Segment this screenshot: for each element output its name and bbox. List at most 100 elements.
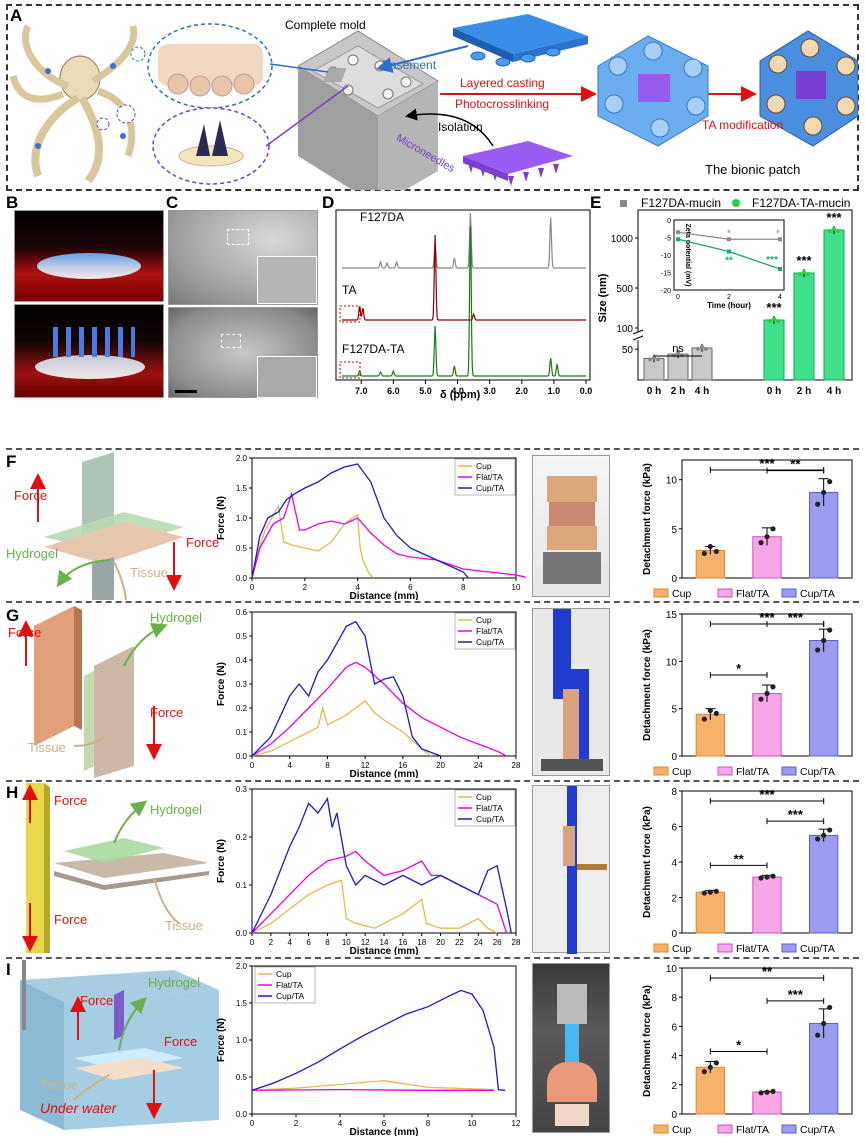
x-tick-label: 4 xyxy=(338,1119,343,1128)
legend-label: Cup xyxy=(672,1124,691,1136)
x-tick-label: 0 h xyxy=(767,386,781,397)
x-tick-label: 2 xyxy=(294,1119,299,1128)
label-tissue-g: Tissue xyxy=(28,740,66,755)
inset-sig-green: ** xyxy=(725,256,733,267)
y-tick-label: 2.0 xyxy=(236,962,248,971)
y-tick-label: 500 xyxy=(616,284,633,295)
photo-f-tensile-test xyxy=(532,455,610,597)
bar-size xyxy=(823,229,845,381)
data-point xyxy=(713,888,719,894)
label-force-right-g: Force xyxy=(150,705,184,720)
x-tick-label: 24 xyxy=(474,761,483,770)
y-axis-label: Force (N) xyxy=(216,1018,227,1062)
bionic-patch-illustration xyxy=(759,30,858,147)
x-tick-label: 28 xyxy=(512,938,521,947)
data-point xyxy=(815,647,821,653)
y-tick-label: 4 xyxy=(671,1052,677,1063)
y-tick-label: 0.2 xyxy=(236,833,248,842)
legend-label: Cup xyxy=(276,969,292,979)
legend-label: Cup xyxy=(476,461,492,471)
panel-a-frame xyxy=(6,4,859,191)
bar-cup xyxy=(695,891,726,934)
axis-break-mark xyxy=(632,329,644,335)
y-tick-label: 10 xyxy=(666,657,678,668)
bar-flat-ta xyxy=(752,1091,782,1115)
highlight-box-f127da-ta xyxy=(339,361,361,379)
label-force-up-h: Force xyxy=(54,793,88,808)
legend-label: Cup xyxy=(672,588,691,600)
x-tick-label: 12 xyxy=(361,761,370,770)
isolation-label: Isolation xyxy=(438,120,483,134)
x-axis-label: Distance (mm) xyxy=(350,946,419,955)
legend-label: Cup/TA xyxy=(800,766,835,778)
legend-swatch xyxy=(781,588,797,598)
data-point xyxy=(768,319,772,323)
x-tick-label: 12 xyxy=(361,938,370,947)
x-tick-label: 8 xyxy=(325,938,330,947)
data-point xyxy=(701,716,707,722)
panel-label-f: F xyxy=(6,452,17,471)
inset-point xyxy=(778,237,782,242)
y-axis-label: Force (N) xyxy=(216,496,227,540)
legend-e-2: F127DA-TA-mucin xyxy=(732,196,850,210)
bar-cup xyxy=(695,713,726,757)
series-line-cup xyxy=(251,1080,495,1091)
x-tick-label: 16 xyxy=(398,761,407,770)
series-line-cup-ta xyxy=(251,620,441,757)
label-force-up-f-text: Force xyxy=(14,488,48,503)
bar-cup-ta xyxy=(809,834,839,934)
x-tick-label: 8 xyxy=(426,1119,431,1128)
x-tick-label: 22 xyxy=(455,938,464,947)
legend-label: Flat/TA xyxy=(736,588,769,600)
inset-point xyxy=(778,267,782,271)
inset-y-tick-label: -5 xyxy=(665,236,671,243)
data-point xyxy=(827,627,833,633)
significance-label: *** xyxy=(788,807,804,822)
bar-cup-ta xyxy=(809,491,839,579)
legend-label: Flat/TA xyxy=(736,766,769,778)
basement-illustration xyxy=(453,14,588,67)
microneedle-illustration xyxy=(463,141,573,186)
data-point xyxy=(836,229,840,233)
data-point xyxy=(696,346,700,351)
legend-swatch xyxy=(653,1124,669,1134)
x-tick-label: 4 xyxy=(287,938,292,947)
series-line-cup-ta xyxy=(251,463,469,579)
y-tick-label: 0.6 xyxy=(236,608,248,617)
y-tick-label: 4 xyxy=(671,858,677,869)
inset-y-tick-label: -15 xyxy=(661,271,671,278)
y-tick-label: 0 xyxy=(671,1110,677,1121)
plot-frame xyxy=(637,209,853,381)
y-tick-label: 0.0 xyxy=(236,929,248,938)
y-axis-label: Detachment force (kPa) xyxy=(642,806,653,918)
x-tick-label: 1.0 xyxy=(548,386,561,396)
series-line-cup xyxy=(251,503,374,579)
data-point xyxy=(815,1032,821,1038)
axis-break-mark xyxy=(632,335,644,341)
y-tick-label: 8 xyxy=(671,787,677,798)
separator-g xyxy=(6,601,859,603)
inset-y-axis-label: Zeta potential (mV) xyxy=(684,223,691,286)
x-axis-label: Distance (mm) xyxy=(350,769,419,778)
legend-label: Flat/TA xyxy=(476,626,503,636)
significance-label: * xyxy=(736,1037,742,1052)
x-tick-label: 4 xyxy=(287,761,292,770)
x-tick-label: 6.0 xyxy=(387,386,400,396)
highlight-box-ta xyxy=(339,305,361,323)
data-point xyxy=(713,1060,719,1066)
complete-mold-illustration xyxy=(297,30,439,190)
x-tick-label: 2 h xyxy=(671,386,685,397)
x-tick-label: 0 xyxy=(250,583,255,592)
data-point xyxy=(821,489,827,496)
x-tick-label: 24 xyxy=(474,938,483,947)
x-tick-label: 8 xyxy=(325,761,330,770)
significance-label: ns xyxy=(672,343,684,355)
schematic-h-peel xyxy=(22,783,209,953)
y-tick-label: 50 xyxy=(622,345,634,356)
inset-x-tick-label: 4 xyxy=(778,294,782,301)
y-tick-label: 0.3 xyxy=(236,785,248,794)
significance-label: *** xyxy=(759,610,775,625)
x-tick-label: 14 xyxy=(380,938,389,947)
legend-label: Flat/TA xyxy=(736,1124,769,1136)
